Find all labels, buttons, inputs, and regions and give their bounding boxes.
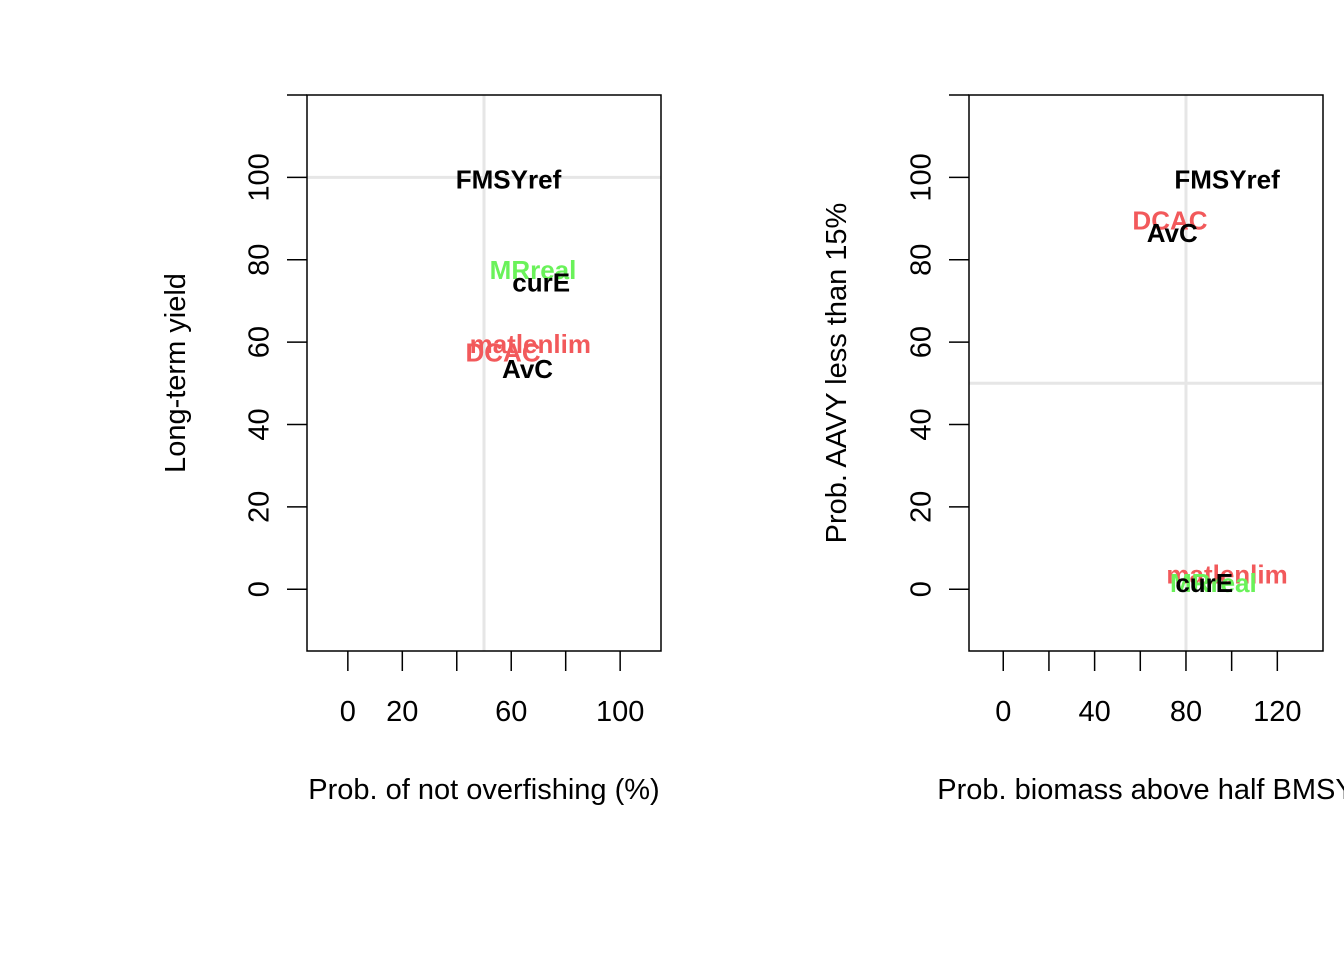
point-label-fmsyref: FMSYref <box>1174 164 1280 194</box>
x-tick-label: 120 <box>1253 696 1301 728</box>
y-tick-label: 80 <box>244 244 276 276</box>
x-tick-label: 100 <box>596 696 644 728</box>
right-scatter-panel: 0 40 80 120 0 20 40 60 80 100 Prob. biomass above … <box>821 94 1344 806</box>
point-label-cure: curE <box>512 267 570 297</box>
y-tick-label: 20 <box>906 491 938 523</box>
x-tick-label: 20 <box>386 696 418 728</box>
y-tick-label: 40 <box>906 408 938 440</box>
x-axis-label: Prob. biomass above half BMSY <box>937 774 1344 806</box>
y-tick-label: 80 <box>906 244 938 276</box>
point-label-dcac: DCAC <box>466 337 541 367</box>
point-label-cure: curE <box>1175 568 1233 598</box>
x-tick-label: 40 <box>1078 696 1110 728</box>
x-tick-label: 0 <box>995 696 1011 728</box>
x-axis-label: Prob. of not overfishing (%) <box>308 774 659 806</box>
y-axis-label: Long-term yield <box>160 273 192 473</box>
point-label-mrreal: MRreal <box>1170 568 1257 598</box>
point-label-matlenlim: matlenlim <box>470 329 591 359</box>
point-label-dcac: DCAC <box>1132 206 1207 236</box>
y-tick-label: 0 <box>906 581 938 597</box>
x-tick-label: 0 <box>340 696 356 728</box>
plot-frame <box>968 94 1324 652</box>
point-label-fmsyref: FMSYref <box>456 164 562 194</box>
point-label-avc: AvC <box>502 354 553 384</box>
y-tick-label: 20 <box>244 491 276 523</box>
point-label-mrreal: MRreal <box>490 255 577 285</box>
left-scatter-panel: 0 20 60 100 0 20 40 60 80 100 Prob. of not overfis… <box>160 94 662 806</box>
point-label-matlenlim: matlenlim <box>1166 560 1287 590</box>
x-tick-label: 60 <box>495 696 527 728</box>
y-tick-label: 60 <box>906 326 938 358</box>
y-tick-label: 100 <box>244 153 276 201</box>
y-tick-label: 60 <box>244 326 276 358</box>
y-tick-label: 0 <box>244 581 276 597</box>
y-axis-label: Prob. AAVY less than 15% <box>821 203 853 544</box>
x-tick-label: 80 <box>1170 696 1202 728</box>
plot-frame <box>306 94 662 652</box>
point-label-avc: AvC <box>1147 218 1198 248</box>
y-tick-label: 40 <box>244 408 276 440</box>
y-tick-label: 100 <box>906 153 938 201</box>
